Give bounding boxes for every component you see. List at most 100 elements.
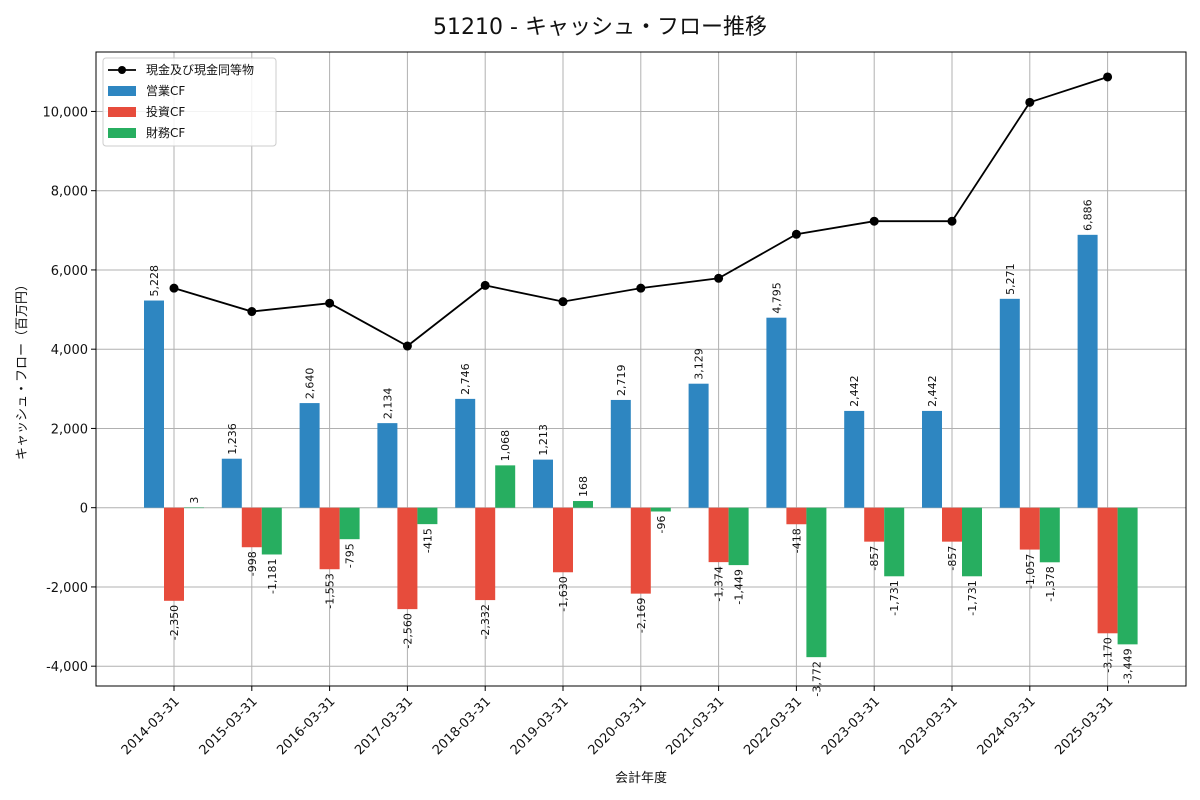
- cash-point-12: [1103, 72, 1113, 82]
- data-label: 1,236: [226, 423, 239, 455]
- data-label: -1,378: [1044, 566, 1057, 601]
- y-tick-label: 2,000: [51, 422, 88, 437]
- cash-point-1: [247, 307, 257, 317]
- data-label: -1,731: [888, 580, 901, 615]
- legend-swatch: [108, 107, 136, 117]
- bar-1-2: [319, 507, 340, 570]
- data-label: 2,442: [848, 375, 861, 407]
- legend-label: 営業CF: [146, 84, 185, 98]
- bar-2-0: [184, 507, 204, 509]
- data-label: -1,057: [1024, 554, 1037, 589]
- bar-1-1: [241, 507, 262, 548]
- bar-0-12: [1077, 234, 1098, 508]
- data-label: 3: [188, 497, 201, 504]
- bar-0-7: [688, 383, 709, 508]
- x-tick-label: 2022-03-31: [741, 694, 805, 758]
- data-label: -3,170: [1102, 637, 1115, 672]
- x-tick-label: 2024-03-31: [975, 694, 1039, 758]
- cash-point-3: [402, 341, 412, 351]
- legend-label: 財務CF: [146, 125, 185, 140]
- bar-2-1: [261, 507, 282, 555]
- bar-2-3: [417, 507, 438, 525]
- bar-1-3: [397, 507, 418, 610]
- bar-2-6: [650, 507, 671, 512]
- bar-2-7: [728, 507, 749, 566]
- bar-0-4: [455, 398, 476, 508]
- x-tick-label: 2015-03-31: [197, 694, 261, 758]
- data-label: -1,374: [713, 566, 726, 601]
- bar-0-11: [999, 298, 1020, 508]
- data-label: 5,271: [1004, 263, 1017, 295]
- cash-line: [169, 72, 1113, 351]
- bar-1-12: [1097, 507, 1118, 634]
- data-label: -2,560: [401, 613, 414, 648]
- y-tick-label: -2,000: [46, 581, 88, 596]
- x-tick-label: 2025-03-31: [1052, 694, 1116, 758]
- cash-point-6: [636, 283, 646, 293]
- data-labels: 5,228 1,236 2,640 2,134 2,746 1,213 2,719 3,129…: [148, 199, 1135, 696]
- data-label: 1,213: [537, 424, 550, 456]
- data-label: -2,332: [479, 604, 492, 639]
- bar-1-11: [1019, 507, 1040, 550]
- x-tick-label: 2023-03-31: [897, 694, 961, 758]
- data-label: -795: [344, 543, 357, 568]
- chart-title: 51210 - キャッシュ・フロー推移: [433, 15, 767, 40]
- bar-0-0: [144, 300, 164, 508]
- data-label: -2,350: [168, 605, 181, 640]
- bar-2-10: [962, 507, 982, 577]
- data-label: 6,886: [1082, 199, 1095, 231]
- bar-1-6: [630, 507, 651, 594]
- data-label: -1,630: [557, 576, 570, 611]
- data-label: 2,640: [304, 368, 317, 400]
- cash-point-4: [480, 280, 490, 290]
- bar-0-5: [533, 459, 553, 508]
- cash-point-11: [1025, 97, 1035, 107]
- x-tick-label: 2021-03-31: [663, 694, 727, 758]
- bar-1-8: [786, 507, 807, 525]
- bar-1-9: [864, 507, 885, 542]
- x-axis-label: 会計年度: [615, 770, 667, 786]
- bar-1-5: [553, 507, 573, 573]
- bar-0-10: [922, 410, 942, 508]
- x-tick-label: 2017-03-31: [352, 694, 416, 758]
- y-tick-label: 8,000: [51, 185, 88, 200]
- x-tick-label: 2023-03-31: [819, 694, 883, 758]
- cash-point-0: [169, 283, 179, 293]
- bar-0-3: [377, 423, 398, 508]
- bar-1-7: [708, 507, 729, 563]
- bar-2-8: [806, 507, 827, 658]
- cash-point-7: [714, 273, 724, 283]
- x-axis: 2014-03-31 2015-03-31 2016-03-31 2017-03-31…: [119, 686, 1116, 758]
- bar-2-5: [573, 501, 593, 508]
- grid: [96, 52, 1186, 686]
- data-label: 2,746: [459, 363, 472, 395]
- bar-1-4: [475, 507, 496, 601]
- bars: [144, 234, 1138, 658]
- cash-point-10: [947, 216, 957, 226]
- data-label: 2,134: [381, 388, 394, 420]
- y-tick-label: 10,000: [43, 105, 89, 120]
- data-label: -1,731: [966, 580, 979, 615]
- x-tick-label: 2016-03-31: [274, 694, 338, 758]
- legend-label: 現金及び現金同等物: [146, 62, 254, 77]
- x-tick-label: 2020-03-31: [586, 694, 650, 758]
- cash-point-5: [558, 297, 568, 307]
- data-label: -1,553: [324, 573, 337, 608]
- bar-2-4: [495, 465, 516, 508]
- data-label: -857: [946, 546, 959, 571]
- y-axis-label: キャッシュ・フロー（百万円）: [15, 278, 30, 460]
- x-tick-label: 2019-03-31: [508, 694, 572, 758]
- cash-point-2: [325, 298, 335, 308]
- bar-1-10: [942, 507, 962, 542]
- legend-box: [102, 57, 277, 147]
- y-tick-label: -4,000: [46, 660, 88, 675]
- bar-0-9: [844, 410, 865, 508]
- bar-2-11: [1039, 507, 1060, 563]
- data-label: 1,068: [499, 430, 512, 462]
- data-label: 2,719: [615, 364, 628, 396]
- data-label: 5,228: [148, 265, 161, 297]
- bar-1-0: [164, 507, 184, 601]
- data-label: -3,449: [1122, 648, 1135, 683]
- bar-0-8: [766, 317, 787, 508]
- data-label: -998: [246, 551, 259, 576]
